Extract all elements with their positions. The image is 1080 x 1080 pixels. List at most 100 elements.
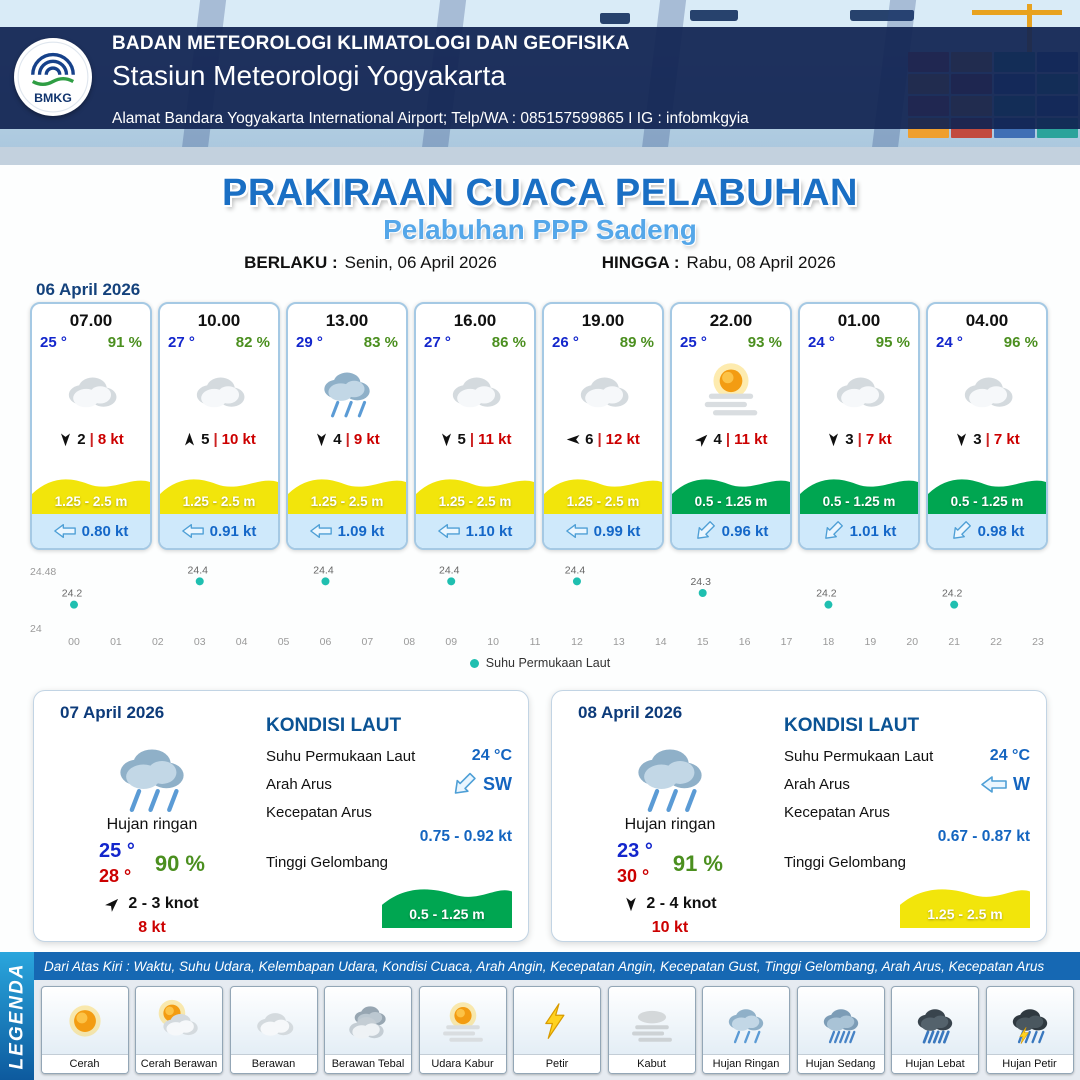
current-row: 0.91 kt	[160, 514, 278, 548]
legend-item: Petir	[513, 986, 601, 1074]
divider: |	[597, 430, 602, 448]
hourly-forecast-card: 01.00 24 ° 95 % 3 | 7 kt 0.5 - 1.25 m 1.…	[798, 302, 920, 550]
svg-text:00: 00	[68, 636, 80, 648]
svg-text:09: 09	[445, 636, 457, 648]
wave-shape	[672, 479, 790, 514]
legend-label: Udara Kabur	[419, 1054, 506, 1073]
svg-text:15: 15	[697, 636, 709, 648]
legend-item: Udara Kabur	[418, 986, 507, 1074]
legend-weather-icon	[703, 987, 789, 1054]
wind-speed: 4	[333, 430, 342, 448]
sst-chart-plot: 24.48 24 00 01 02 03 04 05 06 07 08 09 10 11 12 13 14 15 1…	[30, 564, 1044, 648]
temperature-block: 25 ° 28 ° 90 %	[48, 840, 256, 887]
legend-item: Hujan Petir	[985, 986, 1074, 1074]
svg-text:20: 20	[906, 636, 918, 648]
wave-height: 0.5 - 1.25 m	[822, 494, 896, 509]
legend-title: LEGENDA	[6, 962, 27, 1070]
air-temperature: 27 °	[168, 334, 195, 351]
air-temperature: 24 °	[808, 334, 835, 351]
gust-speed: 10 kt	[651, 919, 689, 936]
legend-weather-icon	[987, 987, 1073, 1054]
weather-icon	[672, 351, 790, 425]
page-title: PRAKIRAAN CUACA PELABUHAN	[222, 172, 858, 214]
current-speed: 1.10 kt	[465, 522, 513, 540]
header: BMKG BADAN METEOROLOGI KLIMATOLOGI DAN G…	[0, 0, 1080, 165]
current-direction-icon	[981, 775, 1007, 794]
current-row: 0.96 kt	[672, 514, 790, 548]
humidity: 91 %	[672, 850, 723, 876]
date-label: 08 April 2026	[578, 703, 683, 722]
wind-speed: 3	[845, 430, 854, 448]
wave-height: 1.25 - 2.5 m	[182, 494, 256, 509]
current-speed-label: Kecepatan Arus	[266, 804, 372, 821]
wave-shape	[288, 479, 406, 514]
sst-label: Suhu Permukaan Laut	[784, 747, 934, 765]
bmkg-logo: BMKG	[14, 38, 92, 116]
weather-condition: Hujan ringan	[624, 816, 716, 833]
svg-text:24.4: 24.4	[313, 564, 334, 576]
divider: |	[345, 430, 350, 448]
legend-label: Hujan Ringan	[703, 1054, 789, 1073]
hingga-value: Rabu, 08 April 2026	[686, 253, 836, 272]
wave-height-band: 1.25 - 2.5 m	[900, 878, 1030, 928]
svg-text:24.2: 24.2	[816, 588, 837, 600]
wind-row: 5 | 11 kt	[416, 425, 534, 453]
legend-label: Hujan Lebat	[892, 1054, 978, 1073]
current-speed: 0.91 kt	[209, 522, 257, 540]
wave-height: 1.25 - 2.5 m	[54, 494, 128, 509]
hourly-forecast-row: 07.00 25 ° 91 % 2 | 8 kt 1.25 - 2.5 m 0.…	[30, 302, 1050, 550]
svg-text:08: 08	[403, 636, 415, 648]
wave-shape	[416, 479, 534, 514]
wind-direction-icon	[623, 896, 639, 912]
current-direction-value: SW	[483, 774, 512, 794]
legend-label: Berawan	[230, 1054, 317, 1073]
gust-speed: 11 kt	[478, 430, 512, 448]
current-direction-icon	[181, 523, 204, 539]
wind-row: 4 | 11 kt	[672, 425, 790, 453]
agency-name: BADAN METEOROLOGI KLIMATOLOGI DAN GEOFIS…	[112, 33, 630, 54]
humidity: 91 %	[107, 334, 142, 351]
wind-direction-icon	[102, 893, 125, 916]
wind-speed: 6	[585, 430, 594, 448]
daily-forecast-card: 07 April 2026 Hujan ringan 25 ° 28 ° 90 …	[33, 690, 529, 942]
wave-height-label: Tinggi Gelombang	[784, 854, 907, 871]
legend-icons-row: Cerah Cerah Berawan Berawan Berawan Teba…	[34, 980, 1080, 1080]
divider: |	[725, 430, 731, 448]
wind-direction-icon	[439, 432, 454, 447]
wave-height: 0.5 - 1.25 m	[694, 494, 768, 509]
legend-label: Hujan Petir	[986, 1054, 1073, 1073]
current-direction-icon	[819, 518, 846, 545]
wind-speed: 3	[973, 430, 982, 448]
hourly-forecast-card: 07.00 25 ° 91 % 2 | 8 kt 1.25 - 2.5 m 0.…	[30, 302, 152, 550]
current-speed: 1.01 kt	[849, 522, 897, 540]
svg-text:24.2: 24.2	[62, 588, 83, 600]
current-direction-icon	[309, 523, 332, 539]
chart-legend: Suhu Permukaan Laut	[28, 656, 1052, 670]
station-name: Stasiun Meteorologi Yogyakarta	[112, 60, 506, 91]
svg-text:24.2: 24.2	[942, 588, 963, 600]
hourly-forecast-date: 06 April 2026	[36, 280, 141, 299]
daily-forecast-row: 07 April 2026 Hujan ringan 25 ° 28 ° 90 …	[33, 690, 1047, 942]
sst-chart: 24.48 24 00 01 02 03 04 05 06 07 08 09 10 11 12 13 14 15 1…	[28, 556, 1052, 678]
air-temperature: 25 °	[680, 334, 707, 351]
current-speed: 0.99 kt	[593, 522, 641, 540]
humidity: 83 %	[363, 334, 398, 351]
time-label: 04.00	[965, 311, 1009, 330]
wave-height-band: 1.25 - 2.5 m	[544, 470, 662, 514]
legend-title-column: LEGENDA	[0, 952, 34, 1080]
legend-description-strip: Dari Atas Kiri : Waktu, Suhu Udara, Kele…	[34, 952, 1080, 980]
wind-row: 3 | 7 kt	[800, 425, 918, 453]
gust-speed: 8 kt	[138, 919, 166, 936]
gust-speed: 12 kt	[605, 430, 640, 448]
current-speed: 0.96 kt	[721, 522, 769, 540]
current-row: 0.98 kt	[928, 514, 1046, 548]
weather-icon	[928, 351, 1046, 425]
humidity: 86 %	[491, 334, 526, 351]
date-label: 07 April 2026	[60, 703, 165, 722]
sea-conditions: KONDISI LAUT Suhu Permukaan Laut 24 °C A…	[784, 715, 1030, 928]
sst-label: Suhu Permukaan Laut	[266, 747, 416, 765]
svg-text:01: 01	[110, 636, 122, 648]
legend-weather-icon	[798, 987, 884, 1054]
divider: |	[213, 430, 218, 448]
current-direction-value: W	[1013, 774, 1030, 794]
